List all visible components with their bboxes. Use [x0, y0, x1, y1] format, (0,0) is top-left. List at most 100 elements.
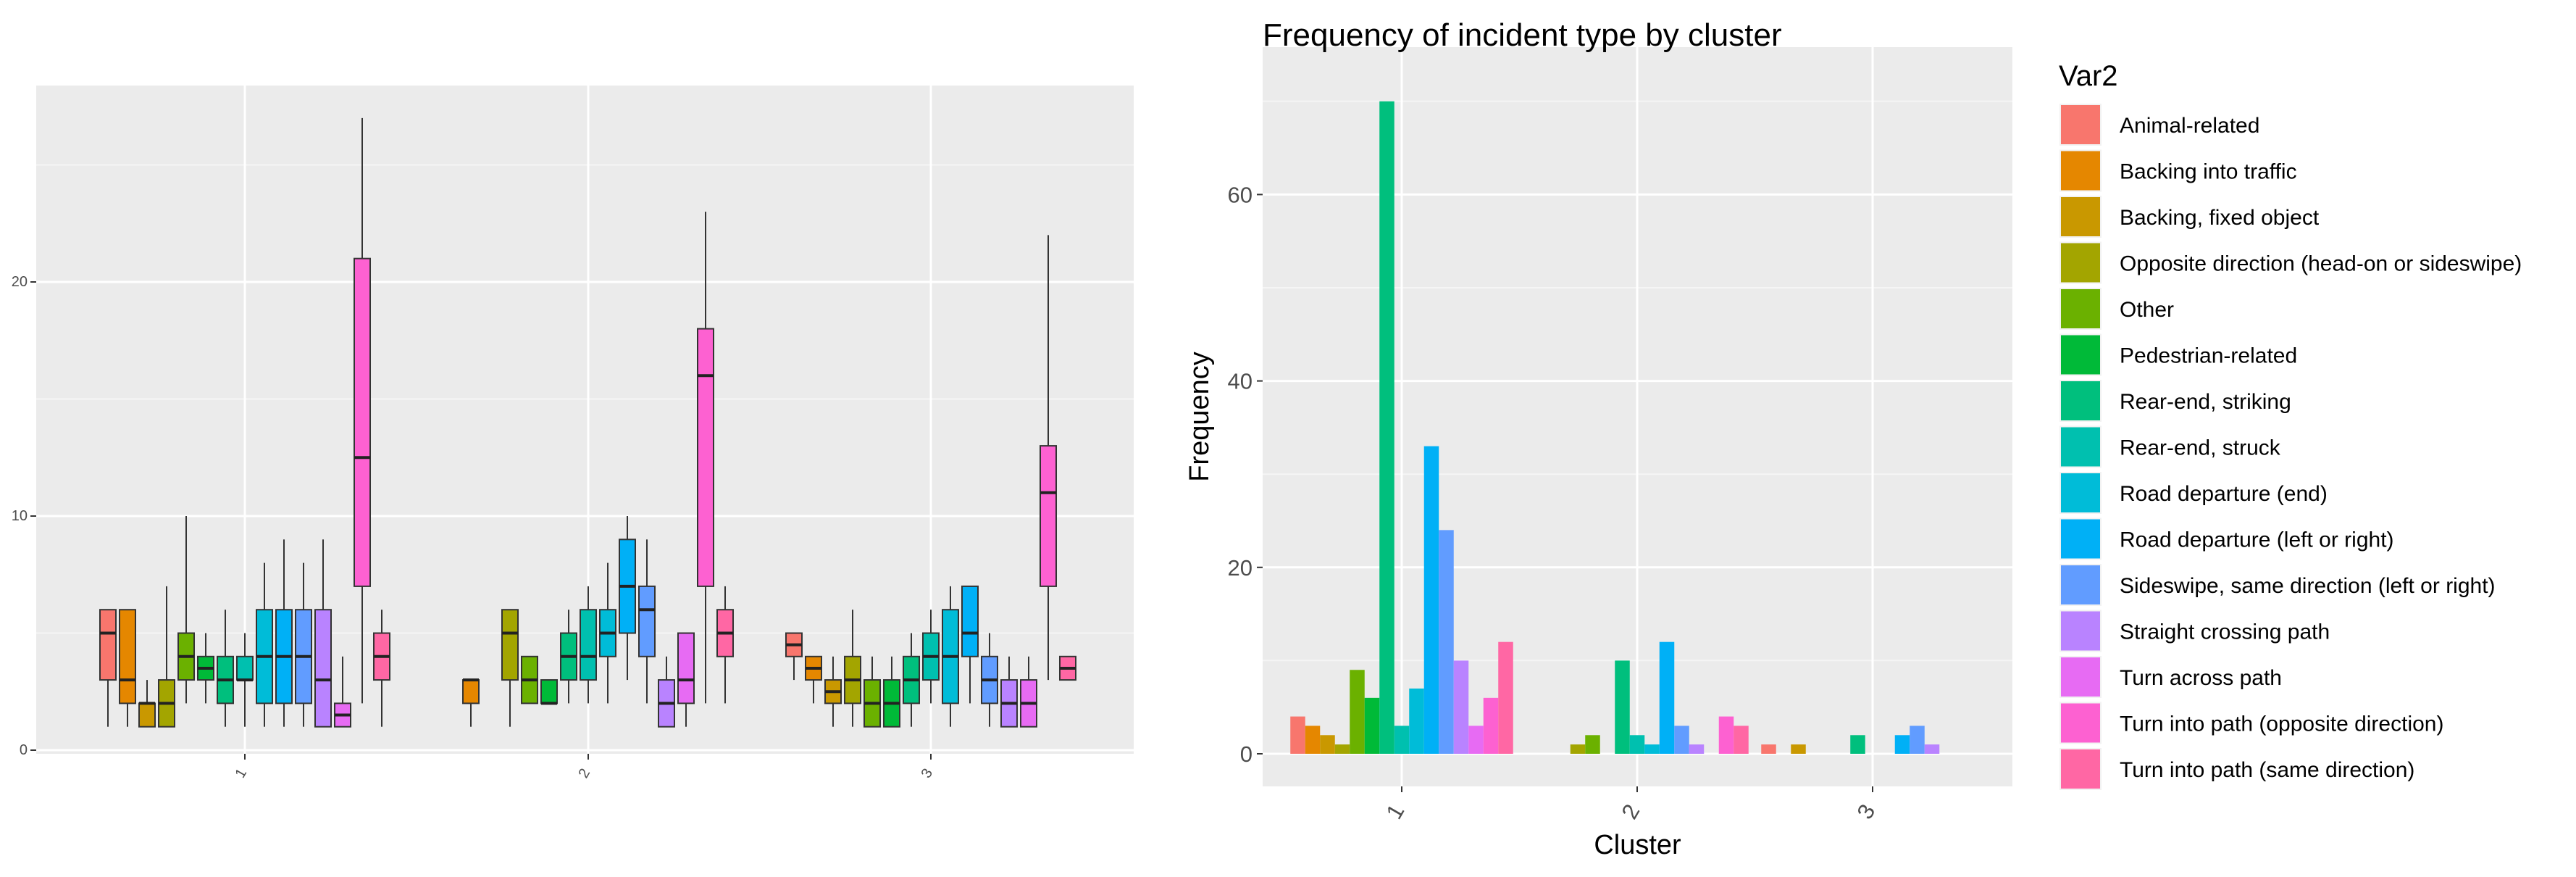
box-body — [462, 679, 480, 704]
bar — [1498, 641, 1513, 754]
legend-swatch — [2061, 243, 2100, 283]
box-body — [99, 609, 117, 681]
box — [540, 679, 558, 705]
box — [697, 212, 714, 704]
bar — [1379, 101, 1394, 755]
legend-label: Sideswipe, same direction (left or right… — [2120, 574, 2496, 598]
x-tick-label: 2 — [1616, 800, 1644, 823]
box — [785, 632, 803, 681]
legend-label: Turn into path (same direction) — [2120, 758, 2414, 782]
legend-swatch — [2061, 289, 2100, 328]
legend-label: Turn across path — [2120, 666, 2282, 690]
box-body — [1040, 445, 1057, 587]
box — [658, 656, 675, 728]
box — [236, 633, 254, 727]
legend-label: Rear-end, striking — [2120, 390, 2291, 414]
box — [619, 516, 636, 681]
box — [677, 632, 695, 727]
bar — [1924, 744, 1940, 754]
box — [354, 117, 371, 704]
legend-swatch — [2061, 427, 2100, 467]
box-body — [354, 257, 371, 587]
y-tick-label: 20 — [12, 274, 28, 290]
x-tick-label: 1 — [1381, 800, 1409, 823]
box — [942, 586, 959, 727]
box — [1020, 656, 1037, 728]
legend-label: Rear-end, struck — [2120, 436, 2281, 460]
legend-swatch — [2061, 151, 2100, 191]
box — [922, 610, 940, 704]
bar — [1364, 697, 1380, 754]
bar — [1483, 697, 1499, 754]
bar — [1734, 726, 1749, 754]
y-tick-label: 0 — [20, 742, 28, 758]
box-body — [540, 679, 558, 704]
legend-swatch — [2061, 473, 2100, 512]
box-body — [961, 585, 979, 657]
box-body — [697, 328, 714, 587]
bar — [1718, 716, 1734, 754]
box — [824, 656, 842, 727]
bar — [1290, 716, 1305, 754]
box — [580, 586, 597, 704]
y-axis-label: Frequency — [1184, 352, 1215, 482]
bar — [1850, 735, 1865, 754]
legend-swatch — [2061, 519, 2100, 559]
box — [1040, 235, 1057, 681]
bar-chart: Frequency of incident type by cluster Clu… — [1184, 17, 2522, 860]
box — [1059, 655, 1076, 681]
bar — [1674, 726, 1689, 754]
box — [295, 562, 312, 727]
x-tick-label: 2 — [575, 766, 593, 781]
box — [334, 656, 351, 728]
x-tick-label: 3 — [1852, 800, 1880, 823]
bar — [1659, 641, 1675, 754]
legend-label: Road departure (end) — [2120, 482, 2328, 506]
box — [275, 539, 293, 727]
bar — [1761, 744, 1776, 754]
bar — [1320, 735, 1335, 754]
bar — [1394, 726, 1410, 754]
legend-label: Animal-related — [2120, 114, 2259, 138]
chart-title: Frequency of incident type by cluster — [1263, 17, 1782, 53]
bar — [1894, 735, 1910, 754]
box — [138, 680, 156, 728]
box-body — [501, 609, 519, 681]
box — [158, 586, 175, 728]
y-tick-label: 20 — [1228, 555, 1253, 581]
box — [903, 633, 920, 727]
bar — [1570, 744, 1586, 754]
box — [805, 655, 822, 704]
box-body — [236, 655, 254, 681]
legend-swatch — [2061, 703, 2100, 743]
y-tick-label: 40 — [1228, 369, 1253, 394]
bar — [1585, 735, 1600, 754]
box — [981, 633, 998, 727]
box — [217, 610, 234, 727]
y-tick-label: 60 — [1228, 182, 1253, 207]
bar — [1439, 530, 1454, 754]
box — [716, 586, 734, 704]
legend-swatch — [2061, 105, 2100, 144]
box-body — [119, 609, 136, 704]
box — [462, 678, 480, 727]
bar — [1468, 726, 1484, 754]
legend-swatch — [2061, 611, 2100, 651]
boxplot-chart: 0 10 20 1 2 3 — [12, 86, 1134, 781]
bar — [1644, 744, 1660, 754]
legend-swatch — [2061, 197, 2100, 236]
box-body — [580, 609, 597, 681]
bar — [1305, 726, 1321, 754]
box — [197, 633, 214, 704]
legend-label: Other — [2120, 298, 2174, 322]
box-body — [638, 585, 656, 657]
legend-swatch — [2061, 657, 2100, 697]
bar — [1791, 744, 1806, 754]
box — [883, 656, 900, 728]
bar — [1350, 670, 1365, 754]
box — [314, 539, 332, 728]
box — [177, 516, 195, 704]
legend-swatch — [2061, 381, 2100, 420]
